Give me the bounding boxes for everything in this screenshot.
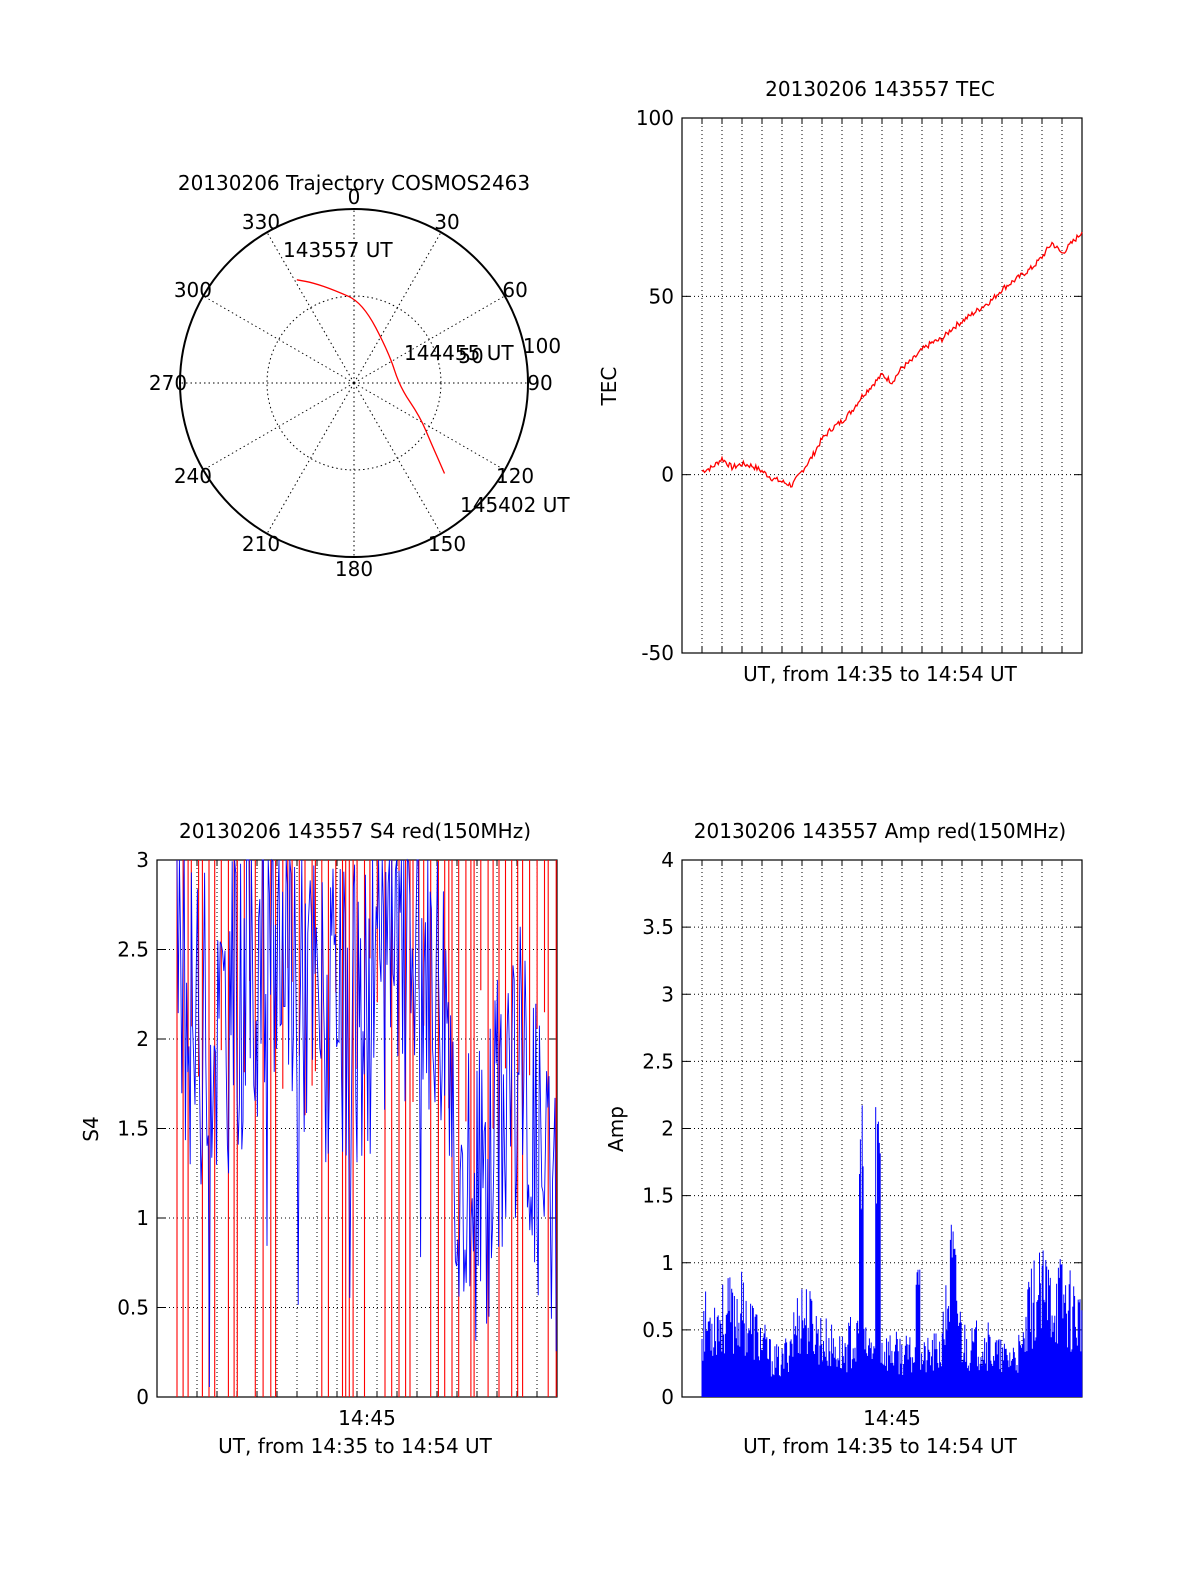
azimuth-label: 60 — [502, 278, 527, 302]
amp-ytick-label: 2.5 — [642, 1049, 674, 1073]
azimuth-label: 0 — [348, 185, 361, 209]
azimuth-label: 90 — [527, 371, 552, 395]
tec-series-line — [701, 231, 1083, 488]
azimuth-label: 300 — [174, 278, 212, 302]
amp-title: 20130206 143557 Amp red(150MHz) — [694, 819, 1066, 843]
time-annotation: 144455 UT — [404, 341, 514, 365]
s4-chart: 20130206 143557 S4 red(150MHz) UT, from … — [79, 819, 558, 1458]
polar-spoke — [353, 295, 505, 384]
trajectory-polar-chart: 20130206 Trajectory COSMOS2463 0 30 60 90 12… — [149, 171, 570, 581]
amp-xtick-label: 14:45 — [863, 1406, 921, 1430]
amp-ytick-label: 0 — [661, 1385, 674, 1409]
tec-xlabel: UT, from 14:35 to 14:54 UT — [743, 662, 1018, 686]
s4-xlabel: UT, from 14:35 to 14:54 UT — [218, 1434, 493, 1458]
s4-ytick-label: 0 — [136, 1385, 149, 1409]
s4-ytick-label: 3 — [136, 848, 149, 872]
tec-ytick-label: 100 — [636, 106, 674, 130]
amp-ytick-label: 0.5 — [642, 1318, 674, 1342]
polar-outer-circle — [179, 208, 529, 558]
elevation-label: 100 — [523, 334, 561, 358]
amp-xlabel: UT, from 14:35 to 14:54 UT — [743, 1434, 1018, 1458]
s4-ytick-label: 1.5 — [117, 1117, 149, 1141]
polar-spoke — [266, 382, 355, 534]
amp-ytick-label: 3 — [661, 982, 674, 1006]
s4-title: 20130206 143557 S4 red(150MHz) — [179, 819, 531, 843]
polar-spoke — [353, 382, 505, 471]
azimuth-label: 240 — [174, 464, 212, 488]
s4-ylabel: S4 — [79, 1116, 103, 1141]
s4-ytick-label: 1 — [136, 1206, 149, 1230]
azimuth-label: 150 — [428, 532, 466, 556]
trajectory-line — [296, 279, 446, 474]
time-annotation: 143557 UT — [283, 238, 393, 262]
s4-blue-series — [176, 858, 557, 1388]
amp-ytick-label: 4 — [661, 848, 674, 872]
s4-xtick-label: 14:45 — [338, 1406, 396, 1430]
s4-ytick-label: 0.5 — [117, 1296, 149, 1320]
amp-ytick-label: 1 — [661, 1251, 674, 1275]
polar-title: 20130206 Trajectory COSMOS2463 — [178, 171, 530, 195]
tec-ytick-label: -50 — [641, 641, 674, 665]
time-annotation: 145402 UT — [460, 493, 570, 517]
amp-ylabel: Amp — [604, 1106, 628, 1152]
amp-chart: 20130206 143557 Amp red(150MHz) UT, from… — [604, 819, 1083, 1458]
polar-spoke — [203, 295, 355, 384]
tec-title: 20130206 143557 TEC — [765, 77, 995, 101]
azimuth-label: 270 — [149, 371, 187, 395]
polar-spoke — [353, 232, 442, 384]
amp-ytick-label: 1.5 — [642, 1184, 674, 1208]
polar-spoke — [203, 382, 355, 471]
polar-spoke — [266, 232, 355, 384]
azimuth-label: 120 — [496, 464, 534, 488]
s4-ytick-label: 2 — [136, 1027, 149, 1051]
azimuth-label: 30 — [434, 210, 459, 234]
tec-ytick-label: 0 — [661, 463, 674, 487]
elevation-label: 50 — [458, 344, 483, 368]
s4-ytick-label: 2.5 — [117, 938, 149, 962]
amp-ytick-label: 2 — [661, 1117, 674, 1141]
azimuth-label: 180 — [335, 557, 373, 581]
azimuth-label: 330 — [242, 210, 280, 234]
tec-ytick-label: 50 — [649, 284, 674, 308]
amp-ytick-label: 3.5 — [642, 915, 674, 939]
tec-chart: 20130206 143557 TEC UT, from 14:35 to 14… — [597, 77, 1083, 686]
azimuth-label: 210 — [242, 532, 280, 556]
tec-ylabel: TEC — [597, 367, 621, 407]
polar-spoke — [353, 382, 442, 534]
amp-series-bars — [701, 1105, 1083, 1397]
